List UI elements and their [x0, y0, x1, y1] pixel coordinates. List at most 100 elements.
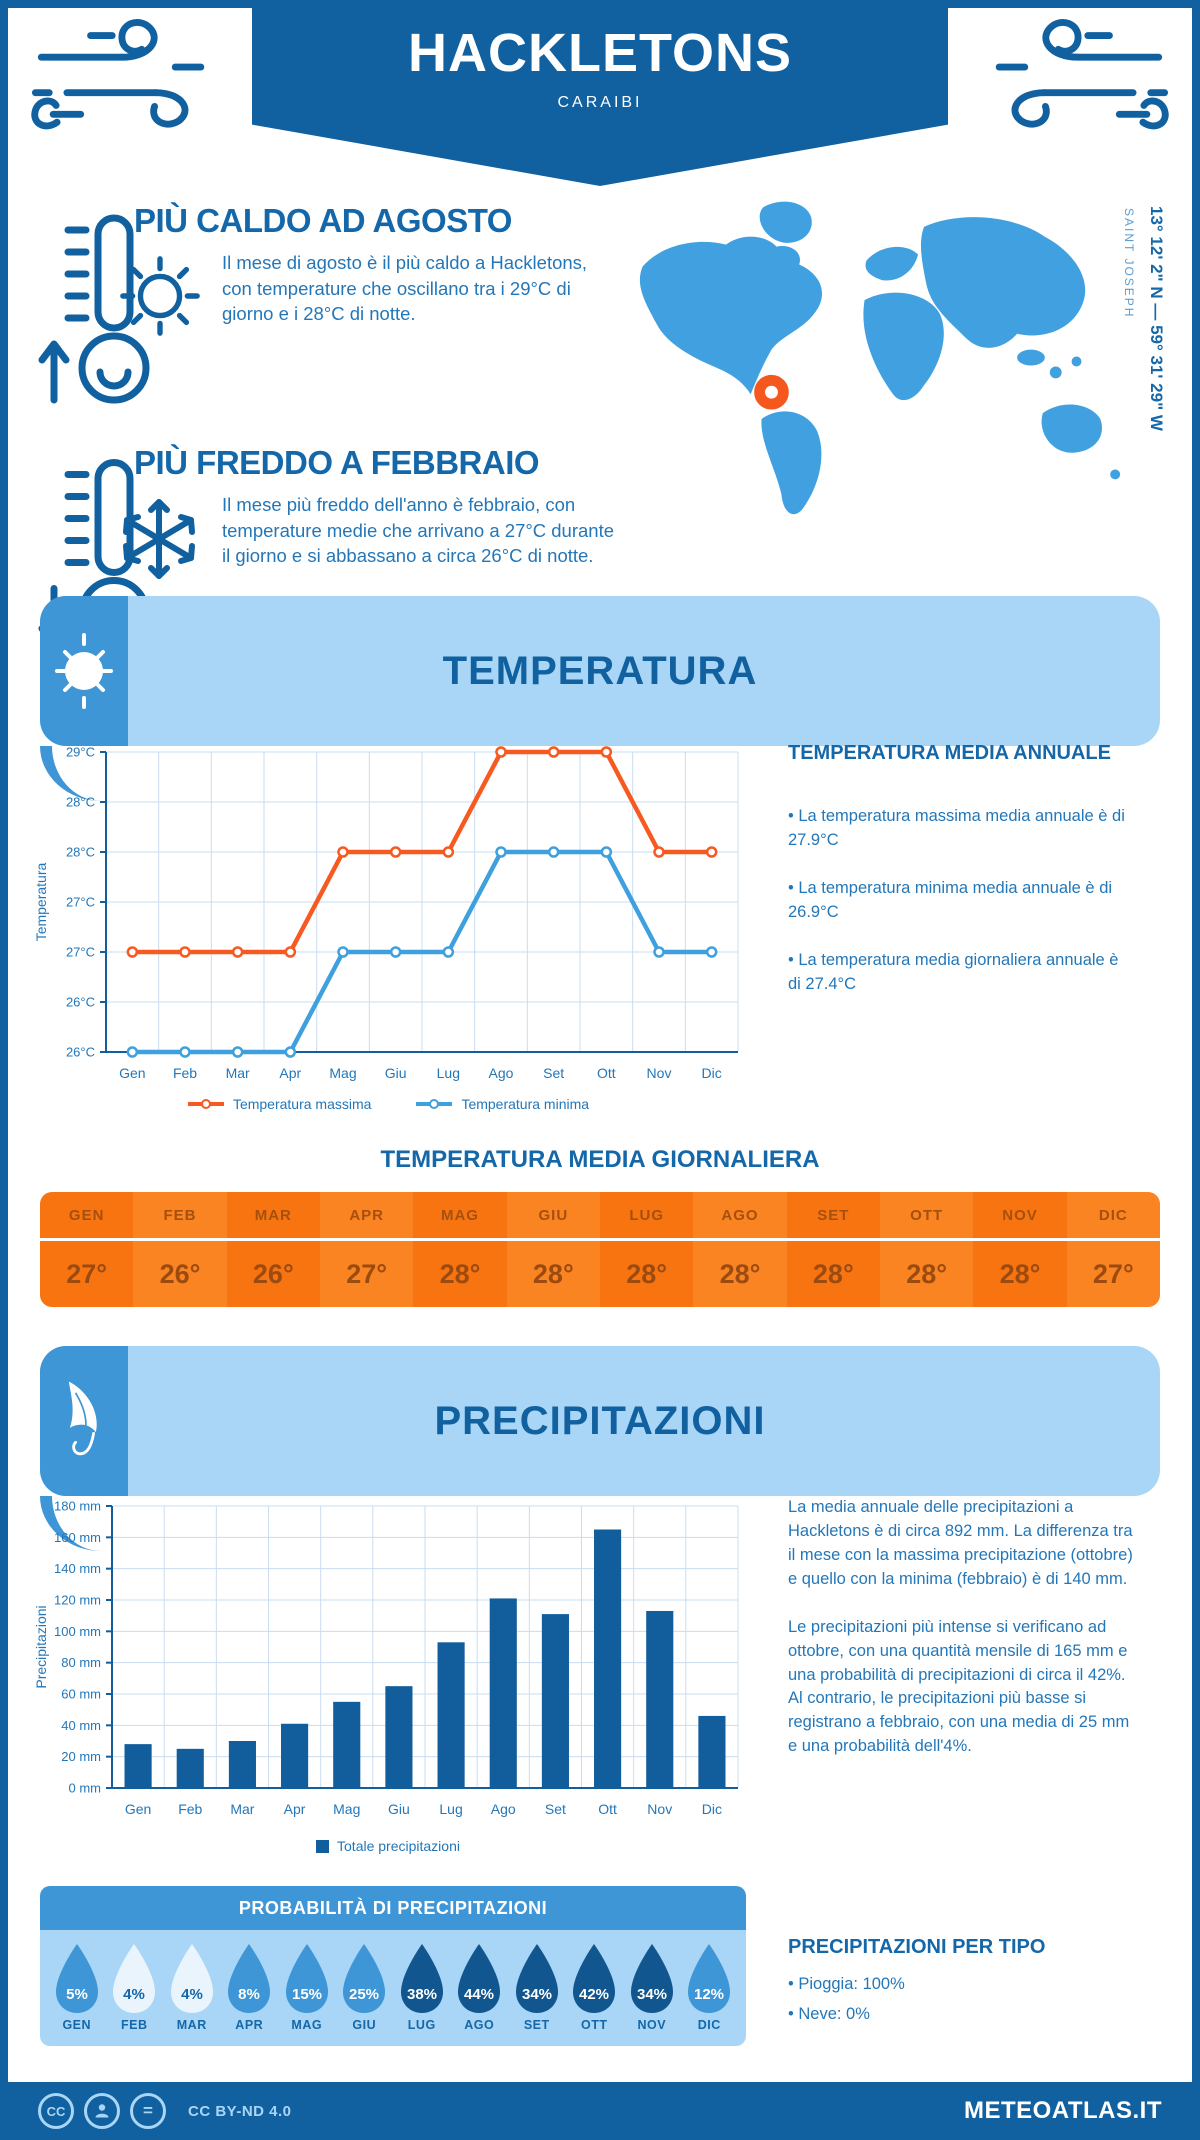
- banner-accent: [40, 596, 128, 746]
- precipitation-paragraph: Le precipitazioni più intense si verific…: [788, 1617, 1130, 1756]
- drop-icon: 4%: [170, 1944, 213, 2013]
- data-point: [495, 746, 507, 758]
- data-point: [547, 746, 560, 758]
- drop-icon: 25%: [343, 1944, 386, 2013]
- probability-drop: 15% MAG: [278, 1942, 336, 2032]
- svg-text:Giu: Giu: [388, 1801, 410, 1817]
- svg-text:140 mm: 140 mm: [54, 1561, 101, 1576]
- temp-max-line: [130, 749, 714, 955]
- data-point: [337, 946, 349, 958]
- sun-icon: [120, 256, 200, 336]
- drop-icon: 4%: [113, 1944, 156, 2013]
- precip-bar: [333, 1701, 361, 1788]
- daily-month-header: DIC: [1066, 1192, 1160, 1238]
- probability-drop: 34% NOV: [623, 1942, 681, 2032]
- cc-icons: CC = CC BY-ND 4.0: [38, 2093, 292, 2129]
- cold-title: PIÙ FREDDO A FEBBRAIO: [134, 444, 540, 481]
- precip-bar: [541, 1614, 569, 1788]
- thermometer-up-icon: [38, 214, 150, 404]
- data-point: [284, 946, 297, 958]
- type-bullet: • Pioggia: 100%: [788, 1975, 905, 1993]
- svg-text:20 mm: 20 mm: [61, 1749, 101, 1764]
- probability-drop: 34% SET: [508, 1942, 566, 2032]
- svg-text:Feb: Feb: [173, 1065, 197, 1081]
- svg-text:26°C: 26°C: [66, 1045, 95, 1060]
- daily-month-header: GEN: [40, 1192, 134, 1238]
- precip-bar: [489, 1598, 517, 1788]
- drop-month-label: OTT: [581, 2018, 608, 2032]
- svg-text:27°C: 27°C: [66, 945, 95, 960]
- svg-text:5%: 5%: [66, 1986, 88, 2003]
- license-label: CC BY-ND 4.0: [188, 2102, 292, 2120]
- svg-text:Ott: Ott: [597, 1065, 616, 1081]
- svg-text:34%: 34%: [522, 1986, 552, 2003]
- svg-text:Set: Set: [545, 1801, 566, 1817]
- probability-title: PROBABILITÀ DI PRECIPITAZIONI: [40, 1886, 746, 1930]
- svg-text:15%: 15%: [292, 1986, 322, 2003]
- drop-icon: 15%: [285, 1944, 328, 2013]
- world-map: [639, 201, 1121, 515]
- precipitation-legend: Totale precipitazioni: [28, 1838, 748, 1854]
- probability-drop: 42% OTT: [566, 1942, 624, 2032]
- precip-bar: [176, 1748, 204, 1788]
- precip-bar: [385, 1686, 413, 1788]
- data-point: [442, 946, 455, 958]
- daily-temp-value: 27°: [1066, 1241, 1160, 1307]
- temperature-banner: TEMPERATURA: [40, 596, 1160, 746]
- daily-temp-value: 28°: [693, 1241, 787, 1307]
- svg-text:4%: 4%: [181, 1986, 203, 2003]
- svg-text:Dic: Dic: [702, 1801, 722, 1817]
- drop-icon: 12%: [688, 1944, 731, 2013]
- drop-month-label: FEB: [121, 2018, 148, 2032]
- data-point: [337, 846, 349, 858]
- probability-drop: 5% GEN: [48, 1942, 106, 2032]
- max-line-swatch: [187, 1099, 224, 1109]
- precipitation-text-block: La media annuale delle precipitazioni a …: [788, 1496, 1140, 1759]
- temperature-section-title: TEMPERATURA: [442, 648, 758, 693]
- legend-label-min: Temperatura minima: [461, 1096, 590, 1112]
- svg-text:Mar: Mar: [226, 1065, 250, 1081]
- svg-text:12%: 12%: [694, 1986, 724, 2003]
- drop-month-label: NOV: [637, 2018, 667, 2032]
- drop-icon: 38%: [400, 1944, 443, 2013]
- svg-text:Temperatura: Temperatura: [33, 862, 49, 941]
- daily-temp-value: 26°: [226, 1241, 320, 1307]
- drop-month-label: GEN: [62, 2018, 92, 2032]
- probability-drop: 4% MAR: [163, 1942, 221, 2032]
- svg-text:Lug: Lug: [439, 1801, 462, 1817]
- data-point: [600, 846, 613, 858]
- probability-drop: 8% APR: [221, 1942, 279, 2032]
- svg-text:8%: 8%: [238, 1986, 260, 2003]
- svg-text:Apr: Apr: [284, 1801, 306, 1817]
- data-point: [653, 846, 665, 858]
- daily-month-header: LUG: [600, 1192, 694, 1238]
- legend-item-max: Temperatura massima: [187, 1096, 371, 1112]
- daily-temp-value: 28°: [880, 1241, 974, 1307]
- drop-month-label: DIC: [697, 2018, 721, 2032]
- daily-temperature-title: TEMPERATURA MEDIA GIORNALIERA: [380, 1146, 820, 1173]
- daily-month-header: MAR: [226, 1192, 320, 1238]
- precip-bar: [124, 1744, 152, 1788]
- precip-bar: [646, 1610, 674, 1788]
- precipitation-paragraph: La media annuale delle precipitazioni a …: [788, 1498, 1133, 1588]
- svg-text:120 mm: 120 mm: [54, 1593, 101, 1608]
- footer: CC = CC BY-ND 4.0 METEOATLAS.IT: [0, 2082, 1200, 2140]
- drop-icon: 44%: [458, 1944, 501, 2013]
- daily-temperature-table: GEN FEB MAR APR MAG GIU LUG AGO SET OTT NOV DIC 27°…: [40, 1192, 1160, 1307]
- svg-text:42%: 42%: [579, 1986, 609, 2003]
- daily-temp-value: 26°: [133, 1241, 227, 1307]
- svg-text:28°C: 28°C: [66, 795, 95, 810]
- svg-text:Giu: Giu: [385, 1065, 407, 1081]
- daily-temp-value: 28°: [600, 1241, 694, 1307]
- min-line-swatch: [416, 1099, 453, 1109]
- person-icon: [84, 2093, 120, 2129]
- data-point: [389, 946, 402, 958]
- annual-bullet: • La temperatura massima media annuale è…: [788, 807, 1125, 849]
- daily-temp-value: 28°: [786, 1241, 880, 1307]
- precipitation-type-title: PRECIPITAZIONI PER TIPO: [788, 1936, 1046, 1958]
- svg-text:Mag: Mag: [329, 1065, 356, 1081]
- precip-bar: [594, 1529, 622, 1788]
- warm-title: PIÙ CALDO AD AGOSTO: [134, 202, 512, 239]
- precip-bar: [228, 1741, 256, 1788]
- precip-bar: [698, 1715, 726, 1788]
